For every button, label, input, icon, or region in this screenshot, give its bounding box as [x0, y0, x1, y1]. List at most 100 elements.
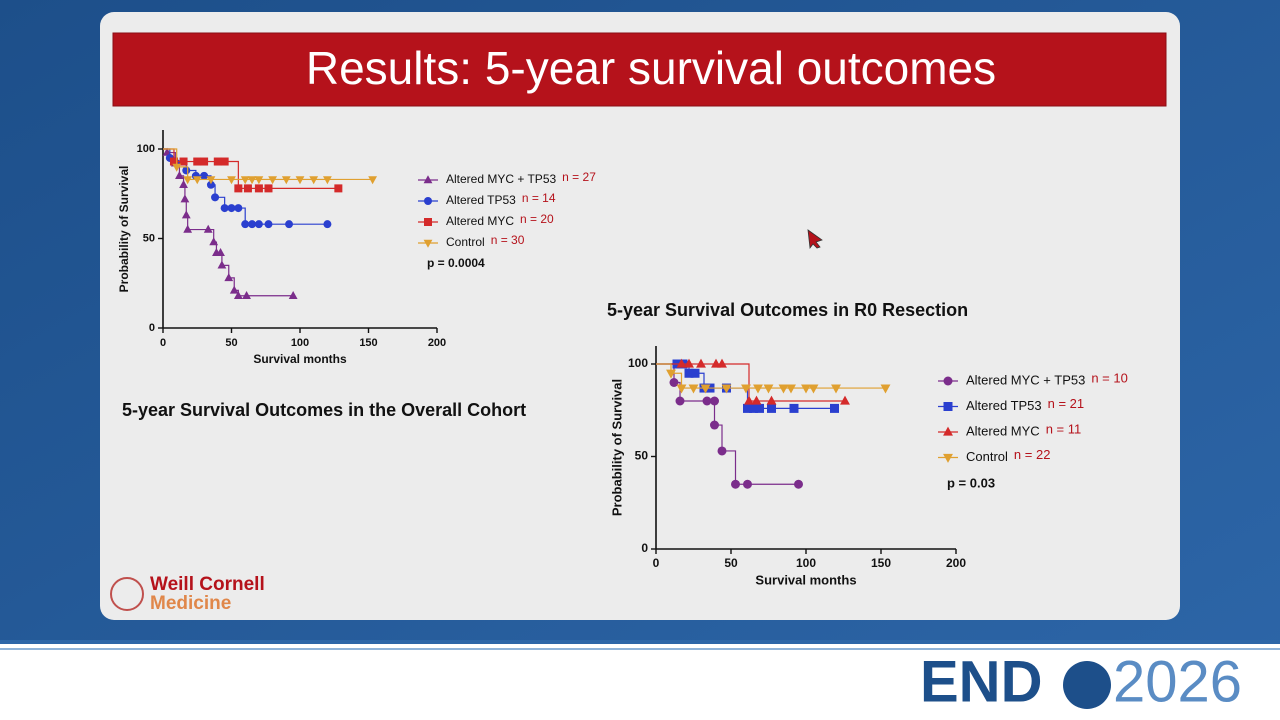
footer-globe: [1063, 661, 1111, 709]
legend-label: Altered TP53: [966, 398, 1042, 413]
step-segment: [163, 148, 178, 167]
slide-title: Results: 5-year survival outcomes: [306, 42, 996, 94]
marker: [688, 384, 699, 394]
marker: [323, 176, 332, 185]
marker: [200, 157, 209, 166]
legend-n: n = 27: [562, 170, 596, 184]
marker: [751, 395, 762, 405]
marker: [669, 378, 679, 387]
marker: [172, 163, 182, 172]
marker: [717, 446, 727, 456]
legend-n: n = 30: [491, 233, 525, 247]
marker: [234, 184, 243, 193]
marker: [702, 396, 712, 406]
marker: [220, 157, 229, 166]
marker: [880, 384, 891, 394]
marker: [309, 176, 319, 185]
chart-title: 5-year Survival Outcomes in the Overall …: [122, 400, 526, 420]
marker: [175, 171, 184, 180]
marker: [183, 224, 193, 233]
logo-line: Medicine: [150, 593, 231, 614]
marker: [181, 210, 191, 219]
legend-marker: [423, 239, 433, 248]
marker: [710, 420, 719, 430]
marker: [179, 180, 188, 188]
marker: [786, 384, 796, 394]
y-axis-label: Probability of Survival: [117, 166, 131, 293]
x-tick-label: 150: [871, 556, 891, 570]
x-axis-label: Survival months: [755, 572, 856, 587]
x-axis-label: Survival months: [253, 352, 347, 366]
marker: [675, 396, 685, 406]
marker: [753, 384, 763, 394]
marker: [224, 273, 234, 282]
chart-title: 5-year Survival Outcomes in R0 Resection: [607, 300, 968, 320]
marker: [763, 384, 774, 394]
marker: [700, 384, 711, 394]
marker: [749, 403, 758, 413]
marker: [213, 157, 222, 166]
y-tick-label: 0: [149, 322, 155, 334]
legend-label: Altered MYC: [966, 423, 1040, 438]
legend-marker: [424, 197, 432, 205]
marker: [209, 237, 219, 246]
marker: [192, 176, 202, 185]
slide-card: [100, 12, 1180, 620]
step-segment: [671, 372, 683, 389]
marker: [368, 176, 378, 185]
marker: [794, 479, 803, 489]
x-tick-label: 200: [428, 337, 446, 349]
footer-brand: END: [920, 649, 1042, 714]
marker: [203, 224, 213, 233]
marker: [684, 368, 694, 378]
x-tick-label: 50: [724, 556, 738, 570]
marker: [778, 384, 789, 394]
marker: [766, 395, 777, 405]
marker: [830, 403, 839, 413]
p-value: p = 0.0004: [427, 256, 485, 270]
marker: [242, 290, 251, 299]
marker: [247, 176, 257, 185]
legend-marker: [424, 218, 432, 226]
marker: [254, 176, 264, 185]
legend-n: n = 11: [1046, 421, 1082, 436]
marker: [831, 384, 841, 394]
y-tick-label: 50: [143, 232, 155, 244]
x-tick-label: 50: [225, 337, 237, 349]
marker: [767, 403, 776, 413]
marker: [182, 166, 191, 175]
marker: [721, 384, 732, 394]
step-segment: [176, 166, 189, 180]
marker: [334, 184, 343, 193]
logo-line: Weill Cornell: [150, 574, 265, 595]
legend-n: n = 22: [1014, 447, 1051, 462]
legend-label: Control: [446, 235, 485, 249]
footer-rule: [0, 648, 1280, 650]
marker: [211, 193, 220, 202]
marker: [229, 285, 239, 294]
legend-marker: [423, 175, 433, 184]
marker: [206, 180, 215, 189]
marker: [241, 220, 250, 229]
legend-marker: [943, 453, 953, 463]
marker: [690, 368, 700, 378]
p-value: p = 0.03: [947, 475, 995, 490]
logo-seal: [110, 577, 144, 611]
y-tick-label: 100: [137, 143, 155, 155]
marker: [227, 176, 236, 185]
marker: [295, 176, 305, 185]
marker: [789, 403, 799, 413]
y-tick-label: 50: [635, 449, 649, 463]
marker: [248, 220, 257, 229]
marker: [808, 384, 819, 394]
marker: [743, 403, 752, 413]
marker: [243, 184, 252, 193]
legend-label: Altered TP53: [446, 193, 516, 207]
marker: [264, 220, 273, 229]
legend-marker: [943, 426, 953, 436]
marker: [743, 479, 752, 489]
y-axis-label: Probability of Survival: [609, 379, 624, 516]
legend-n: n = 10: [1091, 370, 1128, 385]
legend-label: Control: [966, 449, 1008, 464]
